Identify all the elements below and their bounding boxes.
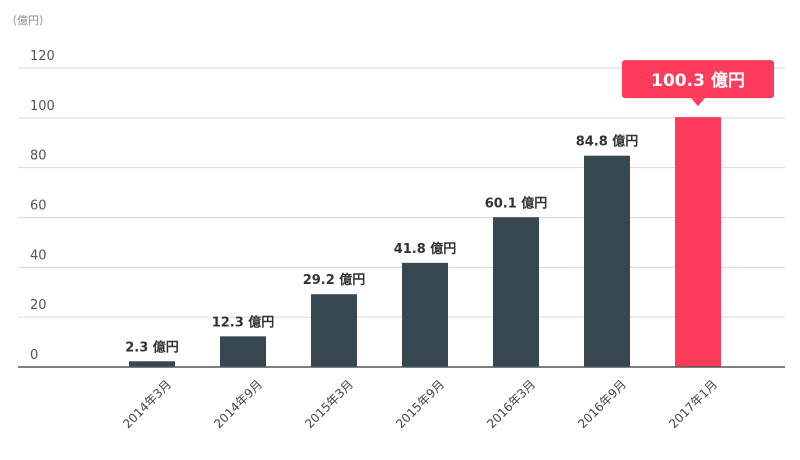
y-axis-ticks: 0 20 40 60 80 100 120	[30, 49, 55, 363]
y-tick-label: 0	[30, 348, 38, 363]
x-tick-label: 2016年9月	[575, 377, 629, 431]
data-label: 84.8 億円	[576, 134, 639, 150]
y-tick-label: 60	[30, 199, 47, 214]
x-tick-label: 2017年1月	[666, 377, 720, 431]
bar	[311, 294, 357, 367]
bar	[584, 155, 630, 367]
y-tick-label: 20	[30, 298, 47, 313]
data-labels: 2.3 億円 12.3 億円 29.2 億円 41.8 億円 60.1 億円 84.8 億…	[125, 60, 774, 355]
highlight-callout-box	[622, 60, 774, 99]
y-tick-label: 120	[30, 49, 55, 64]
y-tick-label: 80	[30, 149, 47, 164]
bar-highlight	[675, 117, 721, 367]
data-label: 60.1 億円	[485, 195, 548, 211]
bar	[402, 262, 448, 367]
data-label: 29.2 億円	[303, 272, 366, 288]
x-tick-label: 2015年9月	[393, 377, 447, 431]
x-axis-ticks: 2014年3月 2014年9月 2015年3月 2015年9月 2016年3月 2016年…	[120, 377, 720, 431]
x-tick-label: 2014年3月	[120, 377, 174, 431]
x-tick-label: 2016年3月	[484, 377, 538, 431]
data-label: 41.8 億円	[394, 241, 457, 257]
bar	[129, 361, 175, 367]
unit-label: （億円）	[6, 14, 50, 27]
bar	[220, 336, 266, 367]
y-tick-label: 100	[30, 99, 55, 114]
data-label: 12.3 億円	[212, 314, 275, 330]
x-tick-label: 2015年3月	[302, 377, 356, 431]
y-tick-label: 40	[30, 248, 47, 263]
data-label-highlight: 100.3 億円	[651, 70, 745, 91]
x-tick-label: 2014年9月	[211, 377, 265, 431]
highlight-callout-pointer	[691, 98, 705, 107]
bars	[129, 117, 721, 367]
bar	[493, 217, 539, 367]
grid-lines	[18, 67, 785, 318]
data-label: 2.3 億円	[125, 339, 179, 355]
